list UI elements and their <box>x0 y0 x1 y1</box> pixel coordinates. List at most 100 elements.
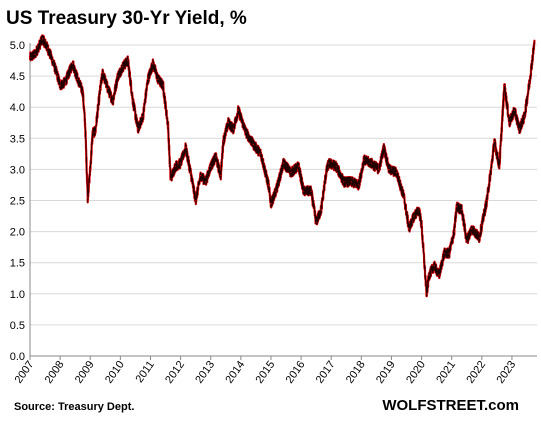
x-tick-label: 2023 <box>495 359 519 386</box>
x-tick-label: 2017 <box>314 359 338 386</box>
data-point <box>533 41 536 43</box>
data-point <box>528 81 531 83</box>
data-point <box>513 109 516 111</box>
data-point <box>453 231 455 233</box>
data-point <box>363 159 365 161</box>
data-point <box>282 162 285 164</box>
data-point <box>418 209 420 211</box>
data-point <box>87 196 89 198</box>
data-point <box>408 227 410 230</box>
data-point <box>491 162 493 164</box>
data-point <box>92 131 94 133</box>
data-point <box>428 274 430 276</box>
x-tick-label: 2015 <box>254 359 278 386</box>
data-point <box>267 184 270 186</box>
data-point <box>358 184 360 186</box>
x-tick-label: 2011 <box>134 359 157 385</box>
x-tick-label: 2021 <box>434 359 458 386</box>
data-point <box>41 38 44 40</box>
data-point <box>162 84 164 87</box>
data-point <box>518 128 521 130</box>
data-point <box>137 128 139 130</box>
x-tick-label: 2012 <box>163 359 187 386</box>
y-tick-label: 1.0 <box>10 289 25 301</box>
data-point <box>82 91 84 93</box>
data-point <box>456 206 458 208</box>
data-point <box>350 181 352 183</box>
data-point <box>227 122 229 124</box>
data-point <box>290 171 292 174</box>
x-tick-label: 2014 <box>223 359 247 386</box>
data-point <box>403 196 405 198</box>
data-point <box>260 153 262 155</box>
data-point <box>117 75 119 77</box>
data-point <box>200 175 202 177</box>
data-point <box>220 175 222 177</box>
data-point <box>57 75 59 77</box>
data-point <box>169 178 172 180</box>
y-tick-label: 4.0 <box>10 102 25 114</box>
x-tick-label: 2019 <box>374 359 398 386</box>
y-tick-label: 3.5 <box>10 133 25 145</box>
data-point <box>493 140 495 143</box>
data-point <box>59 84 61 87</box>
data-point <box>420 224 423 226</box>
data-point <box>252 143 254 146</box>
series-line-black <box>29 34 535 297</box>
data-point <box>335 165 337 167</box>
chart-title: US Treasury 30-Yr Yield, % <box>6 8 247 29</box>
y-tick-label: 2.5 <box>10 196 25 208</box>
data-point <box>180 162 182 164</box>
x-tick-label: 2022 <box>464 359 488 386</box>
data-point <box>51 59 54 62</box>
data-point <box>471 227 473 230</box>
brand-logo-text: WOLFSTREET.com <box>382 397 519 414</box>
data-point <box>127 59 129 62</box>
y-tick-label: 1.5 <box>10 258 25 270</box>
data-point <box>174 165 177 167</box>
data-point <box>237 109 239 111</box>
data-point <box>503 84 505 87</box>
data-point <box>190 171 192 174</box>
x-tick-label: 2010 <box>103 359 127 386</box>
data-point <box>478 237 480 239</box>
data-point <box>245 131 247 133</box>
data-point <box>448 252 450 254</box>
data-point <box>112 100 114 102</box>
data-point <box>157 78 159 80</box>
data-point <box>29 56 31 59</box>
data-point <box>370 162 372 164</box>
data-point <box>433 265 435 267</box>
data-point <box>152 63 154 65</box>
data-point <box>443 252 445 254</box>
data-point <box>461 209 463 211</box>
data-point <box>438 274 440 276</box>
data-point <box>325 171 327 174</box>
data-point <box>132 100 134 102</box>
data-point <box>320 209 322 211</box>
source-note: Source: Treasury Dept. <box>14 401 135 413</box>
data-point <box>94 131 96 133</box>
data-point <box>303 190 305 192</box>
data-point <box>297 165 300 167</box>
data-point <box>195 199 197 202</box>
x-tick-label: 2013 <box>193 359 217 386</box>
x-tick-label: 2016 <box>284 359 308 386</box>
data-point <box>122 66 124 68</box>
x-tick-label: 2009 <box>73 359 97 386</box>
y-tick-label: 0.5 <box>10 320 25 332</box>
data-point <box>142 115 144 118</box>
data-point <box>147 78 149 80</box>
data-point <box>77 78 79 80</box>
data-point <box>413 215 415 217</box>
data-point <box>232 128 234 130</box>
data-point <box>102 72 104 74</box>
data-point <box>34 53 36 55</box>
y-tick-label: 2.0 <box>10 227 25 239</box>
data-point <box>205 181 207 183</box>
data-point <box>343 181 345 183</box>
data-point <box>99 87 101 90</box>
data-point <box>270 203 272 205</box>
data-point <box>395 171 398 174</box>
